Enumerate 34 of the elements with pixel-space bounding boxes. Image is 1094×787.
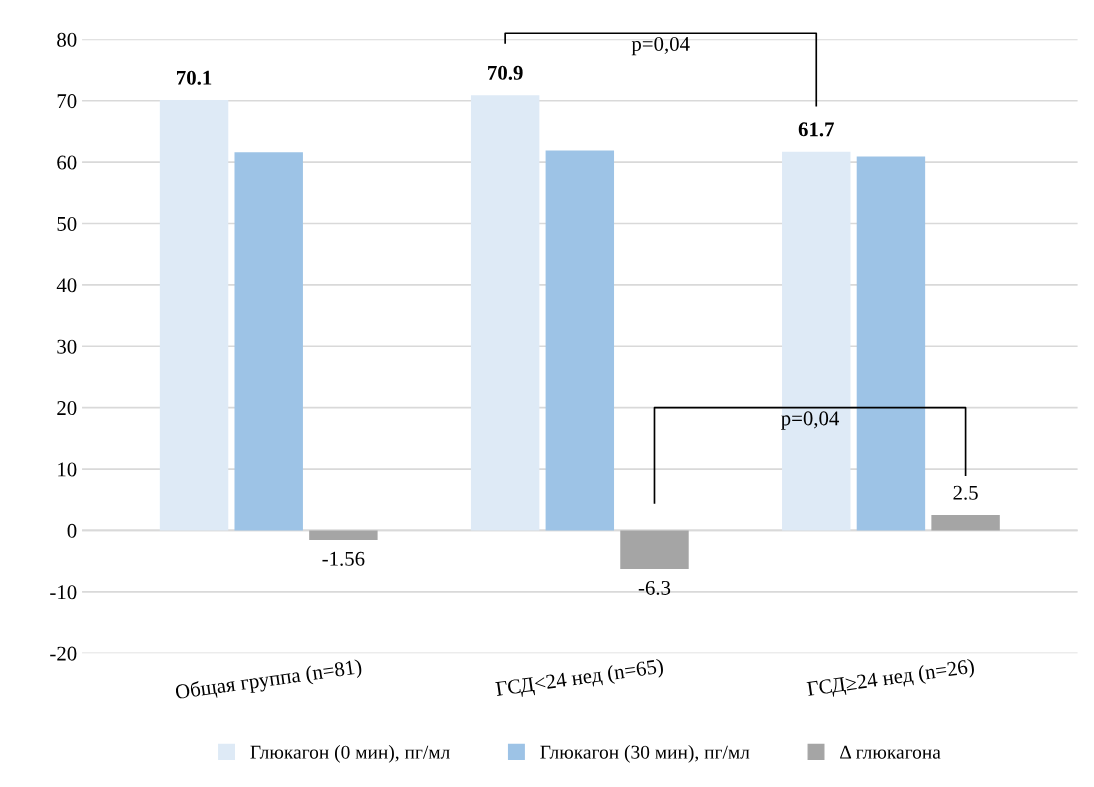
- legend-label: Глюкагон (30 мин), пг/мл: [540, 745, 750, 763]
- data-label: -1.56: [322, 551, 365, 566]
- y-tick-label: 30: [57, 339, 77, 354]
- bar: [931, 515, 1000, 531]
- y-tick-label: 20: [57, 401, 77, 416]
- bar: [856, 156, 926, 531]
- bar: [234, 152, 303, 531]
- bar: [159, 100, 229, 531]
- y-tick-label: -10: [50, 585, 77, 600]
- annotation: p=0,04: [781, 411, 840, 430]
- x-tick-label: Общая группа (n=81): [174, 658, 363, 704]
- y-tick-label: 0: [67, 523, 77, 538]
- bar: [545, 150, 615, 531]
- data-label: 2.5: [953, 485, 978, 500]
- data-label: -6.3: [638, 580, 671, 595]
- y-tick-label: 80: [57, 32, 77, 47]
- data-label: 70.1: [177, 70, 212, 85]
- y-tick-label: 10: [58, 462, 77, 477]
- y-tick-label: 60: [57, 155, 77, 170]
- x-tick-label: ГСД<24 нед (n=65): [495, 658, 665, 701]
- data-label: 61.7: [798, 122, 834, 137]
- y-tick-label: 70: [57, 94, 77, 109]
- bar: [782, 151, 851, 531]
- legend-label: Δ глюкагона: [840, 745, 941, 759]
- y-tick-label: 50: [57, 216, 77, 231]
- data-label: 70.9: [488, 65, 523, 80]
- legend-label: Глюкагон (0 мин), пг/мл: [250, 745, 450, 763]
- y-tick-label: 40: [56, 278, 77, 293]
- bar: [620, 530, 689, 570]
- x-tick-label: ГСД≥24 нед (n=26): [806, 658, 976, 701]
- bar: [470, 95, 540, 531]
- y-tick-label: -20: [50, 646, 77, 661]
- annotation: p=0,04: [631, 36, 690, 56]
- bar: [309, 530, 378, 541]
